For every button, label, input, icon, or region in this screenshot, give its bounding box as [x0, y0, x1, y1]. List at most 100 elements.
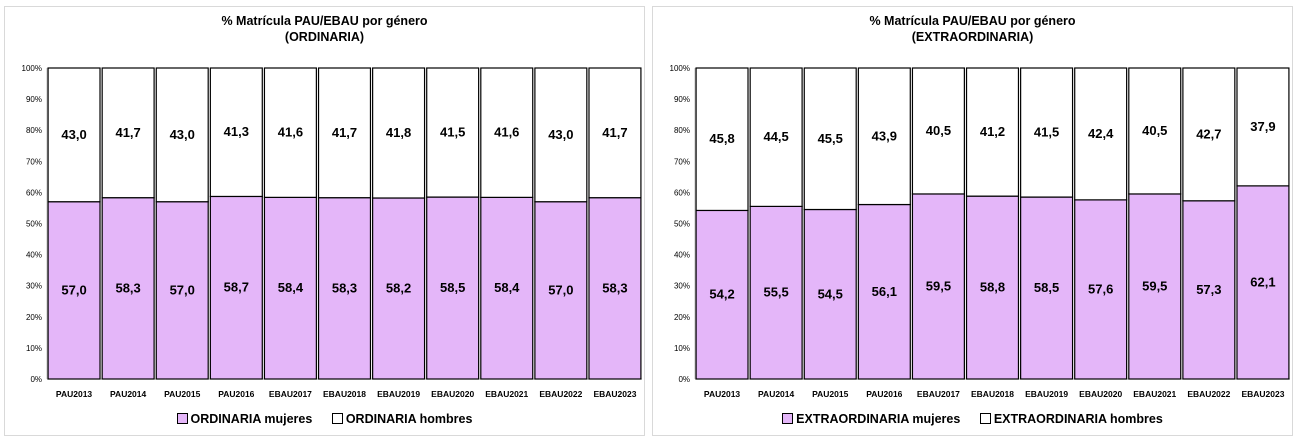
data-label-mujeres: 58,4	[278, 280, 304, 295]
data-label-hombres: 40,5	[926, 123, 951, 138]
x-tick-label: PAU2016	[866, 389, 902, 399]
bar-hombres	[965, 67, 1020, 197]
data-label-mujeres: 57,0	[61, 282, 86, 297]
legend-item-mujeres: EXTRAORDINARIA mujeres	[782, 412, 960, 426]
x-tick-label: EBAU2020	[1079, 389, 1122, 399]
x-tick-label: EBAU2020	[431, 389, 474, 399]
bar-hombres	[695, 67, 749, 212]
x-tick-label: EBAU2021	[485, 389, 528, 399]
bar-mujeres	[155, 201, 209, 380]
bar-mujeres	[263, 196, 317, 380]
data-label-mujeres: 56,1	[872, 284, 897, 299]
chart-title: % Matrícula PAU/EBAU por género (ORDINAR…	[5, 13, 644, 45]
data-label-hombres: 43,9	[872, 128, 897, 143]
x-tick-label: PAU2016	[218, 389, 254, 399]
bar-mujeres	[47, 201, 101, 380]
data-label-mujeres: 58,2	[386, 280, 411, 295]
bar-hombres	[588, 67, 642, 199]
bar-mujeres	[426, 196, 480, 380]
bar-hombres	[534, 67, 588, 203]
data-label-hombres: 41,7	[602, 125, 627, 140]
bar-mujeres	[695, 209, 749, 380]
bar-mujeres	[911, 193, 965, 380]
bar-hombres	[1236, 67, 1290, 187]
bar-mujeres	[1182, 200, 1236, 380]
data-label-hombres: 42,4	[1088, 126, 1114, 141]
bar-hombres	[317, 67, 372, 199]
legend-label-hombres: ORDINARIA hombres	[345, 412, 473, 426]
bar-hombres	[47, 67, 101, 203]
data-label-hombres: 43,0	[61, 127, 86, 142]
bar-mujeres	[372, 197, 426, 380]
data-label-hombres: 41,6	[278, 125, 303, 140]
legend-label-mujeres: ORDINARIA mujeres	[190, 412, 313, 426]
x-tick-label: EBAU2023	[1241, 389, 1284, 399]
bar-hombres	[209, 67, 263, 198]
data-label-hombres: 41,2	[980, 124, 1005, 139]
data-label-mujeres: 58,8	[980, 280, 1005, 295]
data-label-mujeres: 55,5	[763, 285, 788, 300]
y-tick-label: 60%	[674, 188, 690, 197]
bar-mujeres	[749, 205, 803, 380]
bar-mujeres	[101, 197, 155, 380]
data-label-hombres: 41,8	[386, 125, 411, 140]
data-label-mujeres: 58,7	[224, 280, 249, 295]
bar-mujeres	[1128, 193, 1182, 380]
bar-hombres	[911, 67, 965, 195]
y-tick-label: 100%	[670, 64, 690, 73]
data-label-hombres: 45,5	[818, 131, 843, 146]
legend-swatch-mujeres	[782, 413, 794, 424]
x-tick-label: PAU2014	[758, 389, 794, 399]
chart-ordinaria: % Matrícula PAU/EBAU por género (ORDINAR…	[4, 6, 645, 436]
legend-swatch-mujeres	[176, 413, 188, 424]
x-tick-label: PAU2015	[812, 389, 848, 399]
data-label-hombres: 41,5	[1034, 125, 1059, 140]
legend-label-hombres: EXTRAORDINARIA hombres	[993, 412, 1163, 426]
y-tick-label: 80%	[26, 126, 42, 135]
y-tick-label: 70%	[674, 157, 690, 166]
data-label-hombres: 41,5	[440, 125, 465, 140]
bar-hombres	[803, 67, 857, 211]
legend-swatch-hombres	[979, 413, 991, 424]
legend: EXTRAORDINARIA mujeres EXTRAORDINARIA ho…	[653, 412, 1292, 426]
data-label-mujeres: 57,0	[548, 282, 573, 297]
bar-hombres	[749, 67, 803, 207]
data-label-mujeres: 59,5	[926, 278, 951, 293]
data-label-mujeres: 57,3	[1196, 282, 1221, 297]
x-tick-label: PAU2015	[164, 389, 200, 399]
data-label-hombres: 41,6	[494, 125, 519, 140]
data-label-hombres: 43,0	[548, 127, 573, 142]
y-tick-label: 100%	[22, 64, 42, 73]
y-tick-label: 90%	[674, 95, 690, 104]
data-label-mujeres: 57,0	[170, 282, 195, 297]
y-tick-label: 20%	[26, 313, 42, 322]
bar-mujeres	[857, 203, 911, 380]
x-tick-label: EBAU2017	[917, 389, 960, 399]
bar-hombres	[372, 67, 426, 199]
legend-item-mujeres: ORDINARIA mujeres	[176, 412, 313, 426]
data-label-hombres: 41,7	[332, 125, 357, 140]
y-tick-label: 10%	[26, 344, 42, 353]
bar-mujeres	[1074, 199, 1128, 380]
legend-item-hombres: ORDINARIA hombres	[331, 412, 473, 426]
x-tick-label: PAU2013	[704, 389, 740, 399]
chart-title-main: % Matrícula PAU/EBAU por género	[869, 14, 1076, 28]
data-label-mujeres: 62,1	[1250, 274, 1275, 289]
x-tick-label: EBAU2021	[1133, 389, 1176, 399]
x-tick-label: EBAU2018	[323, 389, 366, 399]
y-tick-label: 0%	[30, 375, 42, 384]
y-tick-label: 10%	[674, 344, 690, 353]
data-label-mujeres: 58,4	[494, 280, 520, 295]
bar-mujeres	[1020, 196, 1074, 380]
y-tick-label: 70%	[26, 157, 42, 166]
data-label-mujeres: 54,5	[818, 286, 843, 301]
bar-mujeres	[480, 196, 534, 380]
y-tick-label: 40%	[674, 251, 690, 260]
y-tick-label: 30%	[26, 282, 42, 291]
bar-hombres	[426, 67, 480, 198]
bar-mujeres	[534, 201, 588, 380]
data-label-mujeres: 58,5	[1034, 280, 1059, 295]
y-tick-label: 60%	[26, 188, 42, 197]
y-tick-label: 0%	[678, 375, 690, 384]
bar-mujeres	[1236, 185, 1290, 380]
